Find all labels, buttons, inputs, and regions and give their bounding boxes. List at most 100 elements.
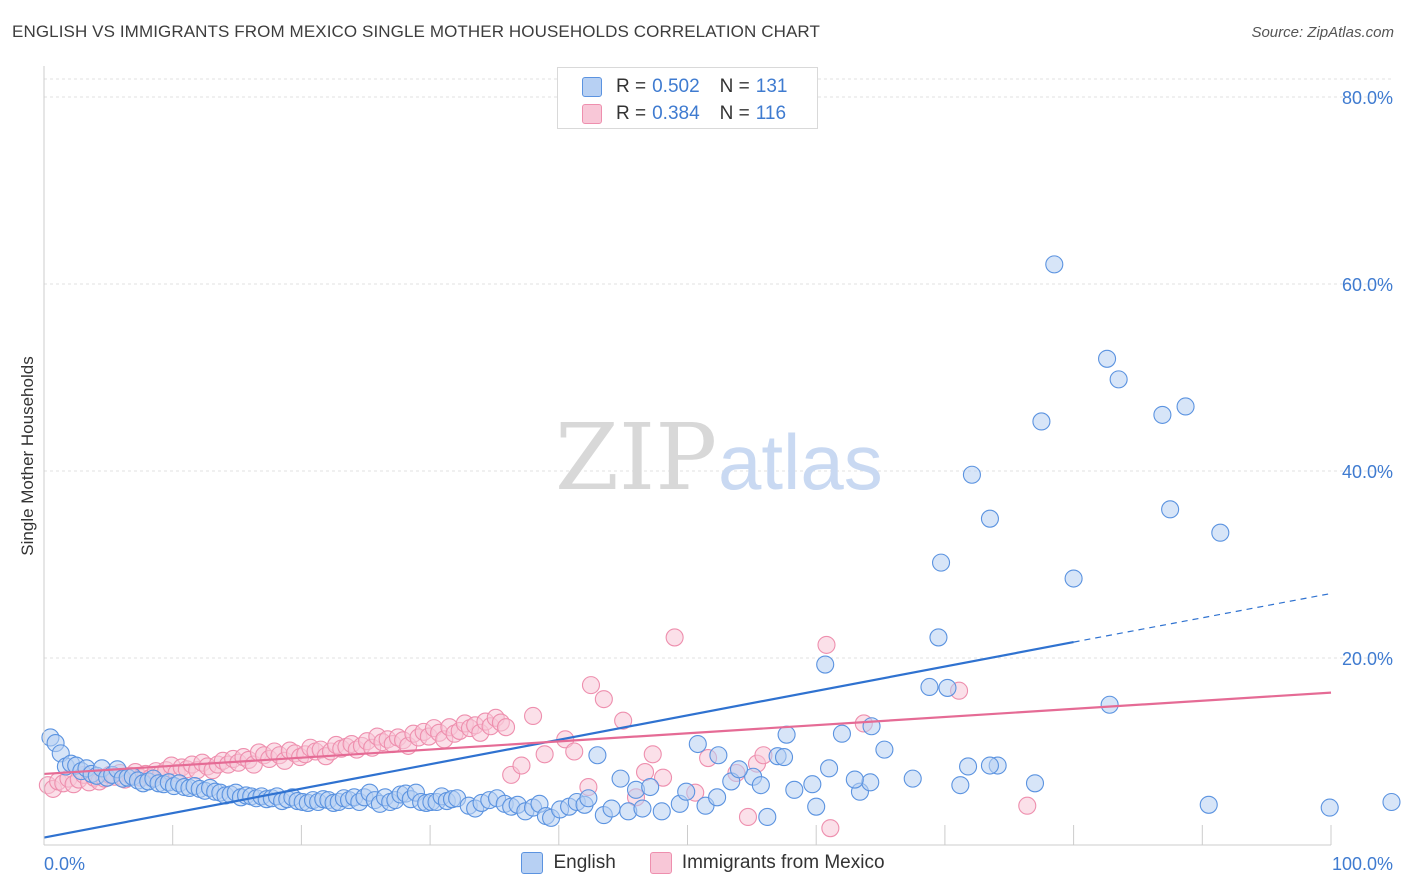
english-point bbox=[602, 799, 621, 818]
english-point bbox=[751, 776, 770, 795]
english-point bbox=[959, 757, 978, 776]
english-point bbox=[611, 769, 630, 788]
mexico-point bbox=[821, 819, 840, 838]
mexico-point bbox=[665, 628, 684, 647]
y-tick-label: 20.0% bbox=[1342, 649, 1393, 669]
mexico-legend-swatch bbox=[649, 852, 672, 874]
axis-layer: 20.0% 40.0% 60.0% 80.0% bbox=[43, 66, 1393, 846]
mexico-point bbox=[581, 676, 601, 695]
x-tick-label-left: 0.0% bbox=[44, 854, 85, 874]
english-point bbox=[729, 760, 749, 779]
y-tick-label: 80.0% bbox=[1342, 88, 1393, 108]
english-point bbox=[1199, 795, 1218, 814]
y-tick-label: 60.0% bbox=[1342, 275, 1393, 295]
y-tick-label: 40.0% bbox=[1342, 462, 1393, 482]
english-point bbox=[832, 724, 851, 743]
legend-r-value: 0.384 bbox=[652, 103, 700, 124]
english-point bbox=[708, 788, 727, 807]
english-point bbox=[1382, 792, 1401, 812]
watermark-atlas: atlas bbox=[718, 418, 883, 506]
english-point bbox=[1153, 405, 1172, 424]
english-point bbox=[641, 777, 660, 797]
english-point bbox=[938, 678, 957, 697]
english-point bbox=[588, 746, 607, 765]
mexico-point bbox=[565, 742, 584, 761]
mexico-point bbox=[653, 768, 673, 787]
legend-row-mexico: R = 0.384 N = 116 bbox=[582, 101, 786, 127]
legend-n-label: N = bbox=[719, 103, 750, 124]
english-point bbox=[929, 628, 948, 647]
mexico-point bbox=[594, 690, 613, 709]
english-point bbox=[579, 789, 598, 808]
x-tick-label-right: 100.0% bbox=[1332, 854, 1393, 874]
points-layer bbox=[38, 255, 1401, 838]
english-trendline bbox=[43, 641, 1074, 839]
correlation-legend: R = 0.502 N = 131 R = 0.384 N = 116 bbox=[557, 67, 818, 129]
legend-r-label: R = bbox=[616, 103, 647, 124]
english-point bbox=[803, 775, 822, 794]
trend-layer bbox=[43, 592, 1332, 839]
english-point bbox=[820, 759, 839, 778]
legend-n-value: 131 bbox=[755, 76, 788, 97]
legend-n-label: N = bbox=[719, 76, 750, 97]
english-point bbox=[777, 725, 796, 744]
legend-row-english: R = 0.502 N = 131 bbox=[582, 74, 787, 100]
english-point bbox=[962, 465, 981, 484]
english-point bbox=[1320, 798, 1339, 817]
english-point bbox=[845, 770, 864, 789]
english-point bbox=[1176, 397, 1195, 416]
english-point bbox=[1100, 695, 1119, 714]
mexico-point bbox=[512, 756, 531, 775]
english-point bbox=[774, 748, 794, 767]
english-point bbox=[1161, 500, 1180, 519]
english-point bbox=[1098, 349, 1117, 368]
english-point bbox=[1032, 412, 1051, 431]
series-legend: English Immigrants from Mexico bbox=[0, 852, 1406, 874]
english-point bbox=[920, 677, 939, 697]
mexico-point bbox=[643, 745, 662, 764]
mexico-legend-label: Immigrants from Mexico bbox=[681, 852, 885, 873]
english-point bbox=[861, 773, 880, 792]
legend-n-value: 116 bbox=[755, 103, 787, 124]
legend-item-english[interactable]: English bbox=[521, 852, 616, 874]
english-point bbox=[1045, 255, 1064, 274]
mexico-point bbox=[496, 718, 516, 737]
mexico-trendline bbox=[43, 691, 1332, 776]
mexico-point bbox=[738, 807, 758, 827]
english-point bbox=[931, 553, 951, 572]
mexico-point bbox=[614, 711, 633, 730]
english-swatch bbox=[582, 77, 602, 97]
english-point bbox=[677, 782, 696, 801]
watermark-zip: ZIP bbox=[555, 404, 717, 511]
english-point bbox=[785, 780, 804, 799]
english-point bbox=[816, 655, 835, 674]
english-point bbox=[903, 769, 922, 788]
y-axis-label: Single Mother Households bbox=[18, 356, 37, 555]
mexico-point bbox=[1018, 796, 1037, 815]
english-point bbox=[951, 776, 970, 795]
english-point bbox=[688, 734, 707, 754]
mexico-swatch bbox=[582, 104, 602, 124]
english-point bbox=[1109, 370, 1128, 389]
english-point bbox=[1064, 569, 1083, 588]
english-legend-swatch bbox=[521, 852, 544, 874]
english-point bbox=[1211, 523, 1230, 542]
mexico-point bbox=[535, 745, 554, 764]
english-point bbox=[1025, 774, 1045, 793]
grid-layer bbox=[44, 78, 1393, 659]
english-point bbox=[875, 740, 894, 759]
mexico-point bbox=[524, 706, 543, 726]
english-point bbox=[980, 756, 999, 775]
english-legend-label: English bbox=[553, 852, 616, 873]
legend-item-mexico[interactable]: Immigrants from Mexico bbox=[649, 852, 885, 874]
english-point bbox=[709, 746, 728, 765]
legend-r-label: R = bbox=[616, 76, 647, 97]
english-point bbox=[980, 509, 999, 528]
source-label: Source: ZipAtlas.com bbox=[1251, 24, 1394, 41]
mexico-point bbox=[817, 635, 836, 654]
english-trendline-extension bbox=[1073, 592, 1332, 643]
english-point bbox=[758, 807, 777, 827]
english-point bbox=[652, 802, 671, 821]
english-point bbox=[633, 799, 652, 818]
